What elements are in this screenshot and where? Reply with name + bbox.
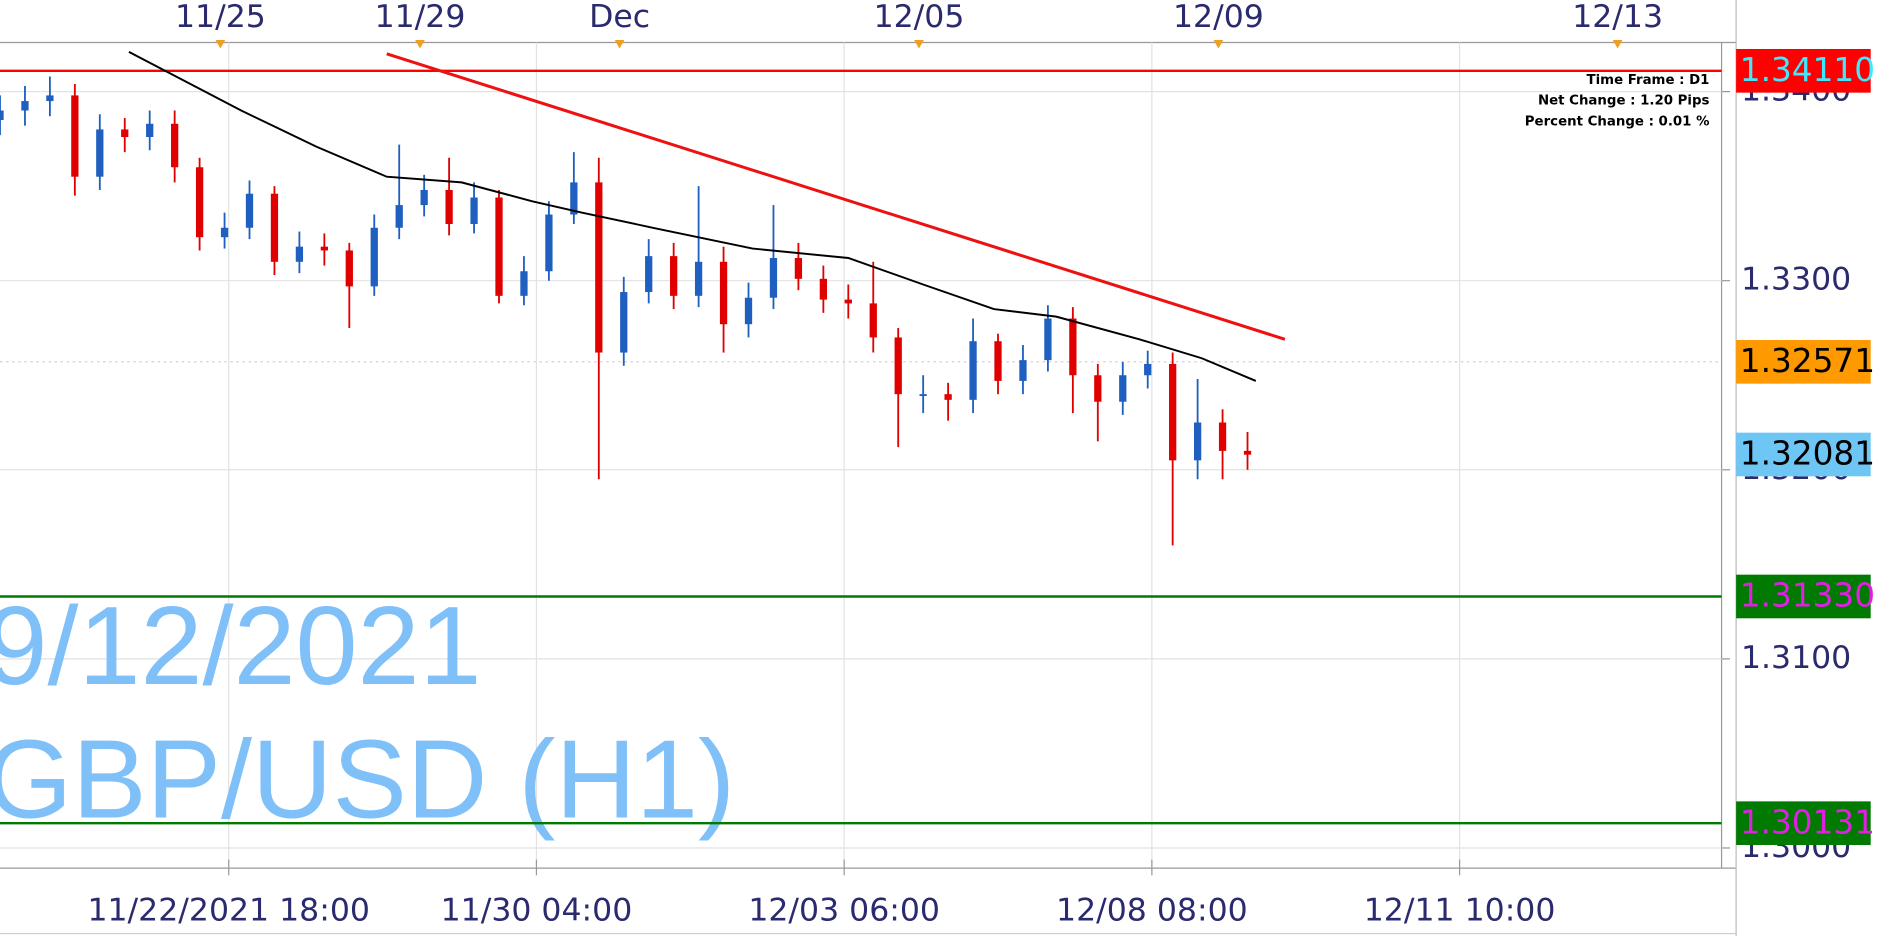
- candle-body: [869, 303, 877, 338]
- level-label: 1.31330: [1740, 577, 1875, 615]
- candle-body: [994, 341, 1002, 381]
- candle-body: [146, 123, 154, 138]
- watermark-date: 9/12/2021: [0, 583, 482, 708]
- top-tick-label: 11/25: [175, 0, 266, 35]
- top-tick-marker: [215, 40, 226, 49]
- x-tick-label: 11/30 04:00: [441, 893, 633, 929]
- candle-body: [470, 197, 478, 224]
- watermark-symbol: GBP/USD (H1): [0, 717, 735, 842]
- candle-body: [1243, 450, 1252, 455]
- top-tick-marker: [614, 40, 625, 49]
- level-box: [1736, 48, 1871, 93]
- candle-body: [520, 271, 528, 296]
- candle-body: [1094, 375, 1102, 402]
- y-tick-label: 1.3300: [1741, 262, 1851, 298]
- x-tick-label: 12/08 08:00: [1056, 893, 1248, 929]
- candle-body: [894, 337, 902, 395]
- candle-body: [245, 193, 254, 228]
- candle-body: [0, 110, 4, 120]
- candle-body: [545, 214, 553, 272]
- candle-body: [445, 189, 453, 224]
- trendline: [386, 52, 1286, 341]
- candle-body: [719, 261, 728, 325]
- candle-body: [794, 258, 803, 279]
- candle-body: [1069, 318, 1077, 376]
- candle-body: [1169, 363, 1177, 461]
- level-box: [1736, 801, 1871, 846]
- top-tick-marker: [1612, 40, 1623, 49]
- candle-body: [345, 250, 353, 287]
- top-tick-marker: [415, 40, 425, 49]
- top-tick-label: 12/13: [1572, 0, 1663, 35]
- level-label: 1.34110: [1740, 51, 1875, 89]
- top-tick-label: 12/09: [1173, 0, 1264, 35]
- level-label: 1.30131: [1740, 803, 1875, 841]
- level-label: 1.32081: [1740, 435, 1875, 473]
- candle-body: [21, 101, 29, 111]
- candle-body: [1193, 422, 1202, 461]
- info-text: Net Change : 1.20 Pips: [1538, 94, 1710, 109]
- level-box: [1736, 432, 1871, 477]
- candle-body: [420, 189, 428, 206]
- x-tick-label: 11/22/2021 18:00: [87, 893, 370, 929]
- candle-body: [944, 394, 952, 400]
- level-label: 1.32571: [1740, 342, 1875, 380]
- candle-body: [595, 182, 603, 353]
- candle-body: [844, 299, 852, 304]
- candle-body: [220, 227, 229, 238]
- level-box: [1736, 340, 1871, 384]
- candle-body: [620, 292, 628, 353]
- candle-body: [769, 258, 778, 298]
- candle-body: [71, 95, 79, 177]
- candle-body: [295, 246, 304, 262]
- candle-body: [495, 197, 503, 296]
- top-tick-label: 11/29: [375, 0, 466, 35]
- info-text: Time Frame : D1: [1587, 73, 1710, 88]
- moving-average: [128, 51, 1257, 382]
- candle-body: [121, 129, 129, 138]
- candle-body: [320, 246, 328, 251]
- level-box: [1736, 574, 1871, 619]
- candle-body: [370, 227, 378, 287]
- candle-body: [96, 129, 104, 177]
- x-tick-label: 12/03 06:00: [748, 893, 940, 929]
- candle-body: [195, 167, 204, 238]
- candle-body: [1119, 375, 1127, 402]
- candle-body: [270, 193, 279, 262]
- top-tick-marker: [914, 40, 924, 49]
- candle-body: [395, 205, 403, 228]
- candle-body: [919, 394, 927, 396]
- x-tick-label: 12/11 10:00: [1364, 893, 1556, 929]
- candle-body: [694, 261, 703, 296]
- candle-body: [1144, 363, 1152, 376]
- candle-body: [744, 297, 753, 325]
- candle-body: [570, 182, 578, 215]
- candle-body: [1218, 422, 1227, 451]
- info-text: Percent Change : 0.01 %: [1525, 114, 1710, 129]
- candle-body: [1044, 318, 1052, 361]
- y-tick-label: 1.3100: [1741, 640, 1851, 676]
- top-tick-label: Dec: [589, 0, 650, 35]
- candle-body: [171, 123, 179, 168]
- candle-body: [1019, 360, 1027, 381]
- top-tick-label: 12/05: [874, 0, 965, 35]
- candle-body: [670, 256, 678, 296]
- top-tick-marker: [1213, 40, 1224, 49]
- candle-body: [46, 95, 54, 102]
- candle-body: [819, 278, 827, 300]
- candle-body: [969, 341, 977, 400]
- candle-body: [645, 256, 653, 293]
